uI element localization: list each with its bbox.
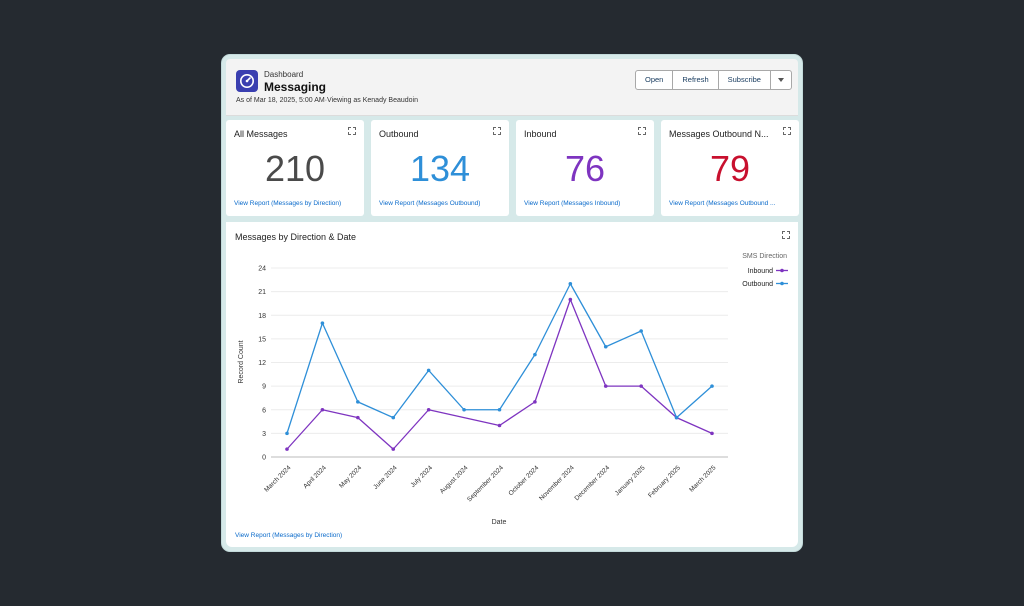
series-line-inbound <box>286 298 713 450</box>
x-tick-label: October 2024 <box>508 464 541 497</box>
view-report-link[interactable]: View Report (Messages Outbound ... <box>669 200 776 207</box>
data-point-outbound <box>462 407 466 412</box>
expand-icon[interactable] <box>783 127 791 135</box>
view-report-link[interactable]: View Report (Messages Inbound) <box>524 200 621 207</box>
view-report-link[interactable]: View Report (Messages Outbound) <box>379 200 481 207</box>
data-point-inbound <box>391 447 396 451</box>
legend-swatch-point <box>780 281 784 286</box>
data-point-outbound <box>426 368 431 373</box>
expand-icon[interactable] <box>782 231 790 239</box>
legend-swatch-point <box>780 268 784 273</box>
x-tick-label: March 2024 <box>263 464 292 493</box>
data-point-inbound <box>533 400 537 404</box>
data-point-inbound <box>603 384 608 388</box>
metric-card-inbound: Inbound 76 View Report (Messages Inbound… <box>516 120 654 216</box>
data-point-inbound <box>320 407 325 412</box>
expand-icon[interactable] <box>638 127 646 135</box>
data-point-inbound <box>497 423 502 428</box>
line-chart: 0 3 6 9 12 15 18 21 24 March 2024 April 2024 May 20… <box>238 253 788 526</box>
metric-value: 134 <box>409 148 471 189</box>
data-point-outbound <box>391 415 396 420</box>
x-tick-label: June 2024 <box>372 464 399 491</box>
header-button-group: Open Refresh Subscribe <box>635 70 792 90</box>
expand-icon[interactable] <box>493 127 501 135</box>
y-tick-label: 3 <box>262 431 266 438</box>
view-report-link[interactable]: View Report (Messages by Direction) <box>235 532 343 539</box>
metric-value: 210 <box>264 148 326 189</box>
data-point-inbound <box>710 431 714 436</box>
metric-card-all-messages: All Messages 210 View Report (Messages b… <box>226 120 364 216</box>
y-axis-label: Record Count <box>238 340 245 383</box>
data-point-outbound <box>568 281 573 286</box>
card-title: Messages Outbound N... <box>669 129 769 139</box>
y-tick-label: 18 <box>258 313 266 320</box>
x-tick-label: September 2024 <box>466 464 505 503</box>
data-point-outbound <box>497 407 502 412</box>
y-tick-label: 21 <box>258 289 266 296</box>
as-of-status: As of Mar 18, 2025, 5:00 AM·Viewing as K… <box>236 97 418 104</box>
data-point-inbound <box>285 447 289 451</box>
view-report-link[interactable]: View Report (Messages by Direction) <box>234 200 342 207</box>
dashboard-header: Dashboard Messaging As of Mar 18, 2025, … <box>226 59 798 116</box>
chart-title: Messages by Direction & Date <box>235 232 357 242</box>
x-tick-label: August 2024 <box>439 464 470 495</box>
x-tick-label: April 2024 <box>302 464 328 490</box>
data-point-outbound <box>533 352 537 357</box>
page-title: Messaging <box>264 80 327 94</box>
data-point-outbound <box>320 321 325 325</box>
refresh-button[interactable]: Refresh <box>672 70 719 90</box>
subscribe-button[interactable]: Subscribe <box>717 70 771 90</box>
more-actions-button[interactable] <box>769 70 792 90</box>
dashboard-frame: Dashboard Messaging As of Mar 18, 2025, … <box>221 54 803 552</box>
x-tick-label: July 2024 <box>409 464 434 489</box>
x-tick-label: January 2025 <box>614 464 647 497</box>
x-tick-label: May 2024 <box>338 464 363 489</box>
x-tick-label: February 2025 <box>647 464 682 499</box>
legend-label: Inbound <box>748 268 773 275</box>
open-button[interactable]: Open <box>635 70 674 90</box>
y-tick-label: 15 <box>258 336 266 343</box>
x-axis-label: Date <box>492 519 507 526</box>
data-point-outbound <box>356 400 360 404</box>
y-tick-label: 12 <box>258 360 266 367</box>
metric-value: 79 <box>709 148 751 189</box>
gauge-icon <box>236 70 258 92</box>
y-tick-label: 0 <box>262 455 266 462</box>
dashboard-type-label: Dashboard <box>264 70 304 79</box>
data-point-inbound <box>568 297 573 302</box>
card-title: Outbound <box>379 129 419 139</box>
metric-value: 76 <box>564 148 606 189</box>
card-title: Inbound <box>524 129 557 139</box>
data-point-outbound <box>674 415 679 420</box>
x-tick-label: March 2025 <box>688 464 717 493</box>
data-point-outbound <box>285 431 289 436</box>
data-point-inbound <box>639 384 643 388</box>
metric-card-outbound: Outbound 134 View Report (Messages Outbo… <box>371 120 509 216</box>
y-tick-label: 6 <box>262 407 266 414</box>
chart-card: Messages by Direction & Date 0 3 6 9 12 15 18 2… <box>226 222 798 547</box>
data-point-outbound <box>603 344 608 349</box>
data-point-outbound <box>710 384 714 388</box>
metric-card-outbound-no-response: Messages Outbound N... 79 View Report (M… <box>661 120 799 216</box>
x-tick-label: November 2024 <box>538 464 576 502</box>
data-point-inbound <box>356 415 360 420</box>
data-point-inbound <box>426 407 431 412</box>
expand-icon[interactable] <box>348 127 356 135</box>
legend-title: SMS Direction <box>742 253 787 260</box>
y-tick-label: 24 <box>258 266 266 273</box>
chevron-down-icon <box>777 78 784 82</box>
x-tick-label: December 2024 <box>574 464 612 502</box>
data-point-outbound <box>639 329 643 333</box>
y-tick-label: 9 <box>262 384 266 391</box>
legend-label: Outbound <box>742 281 773 288</box>
card-title: All Messages <box>234 129 288 139</box>
